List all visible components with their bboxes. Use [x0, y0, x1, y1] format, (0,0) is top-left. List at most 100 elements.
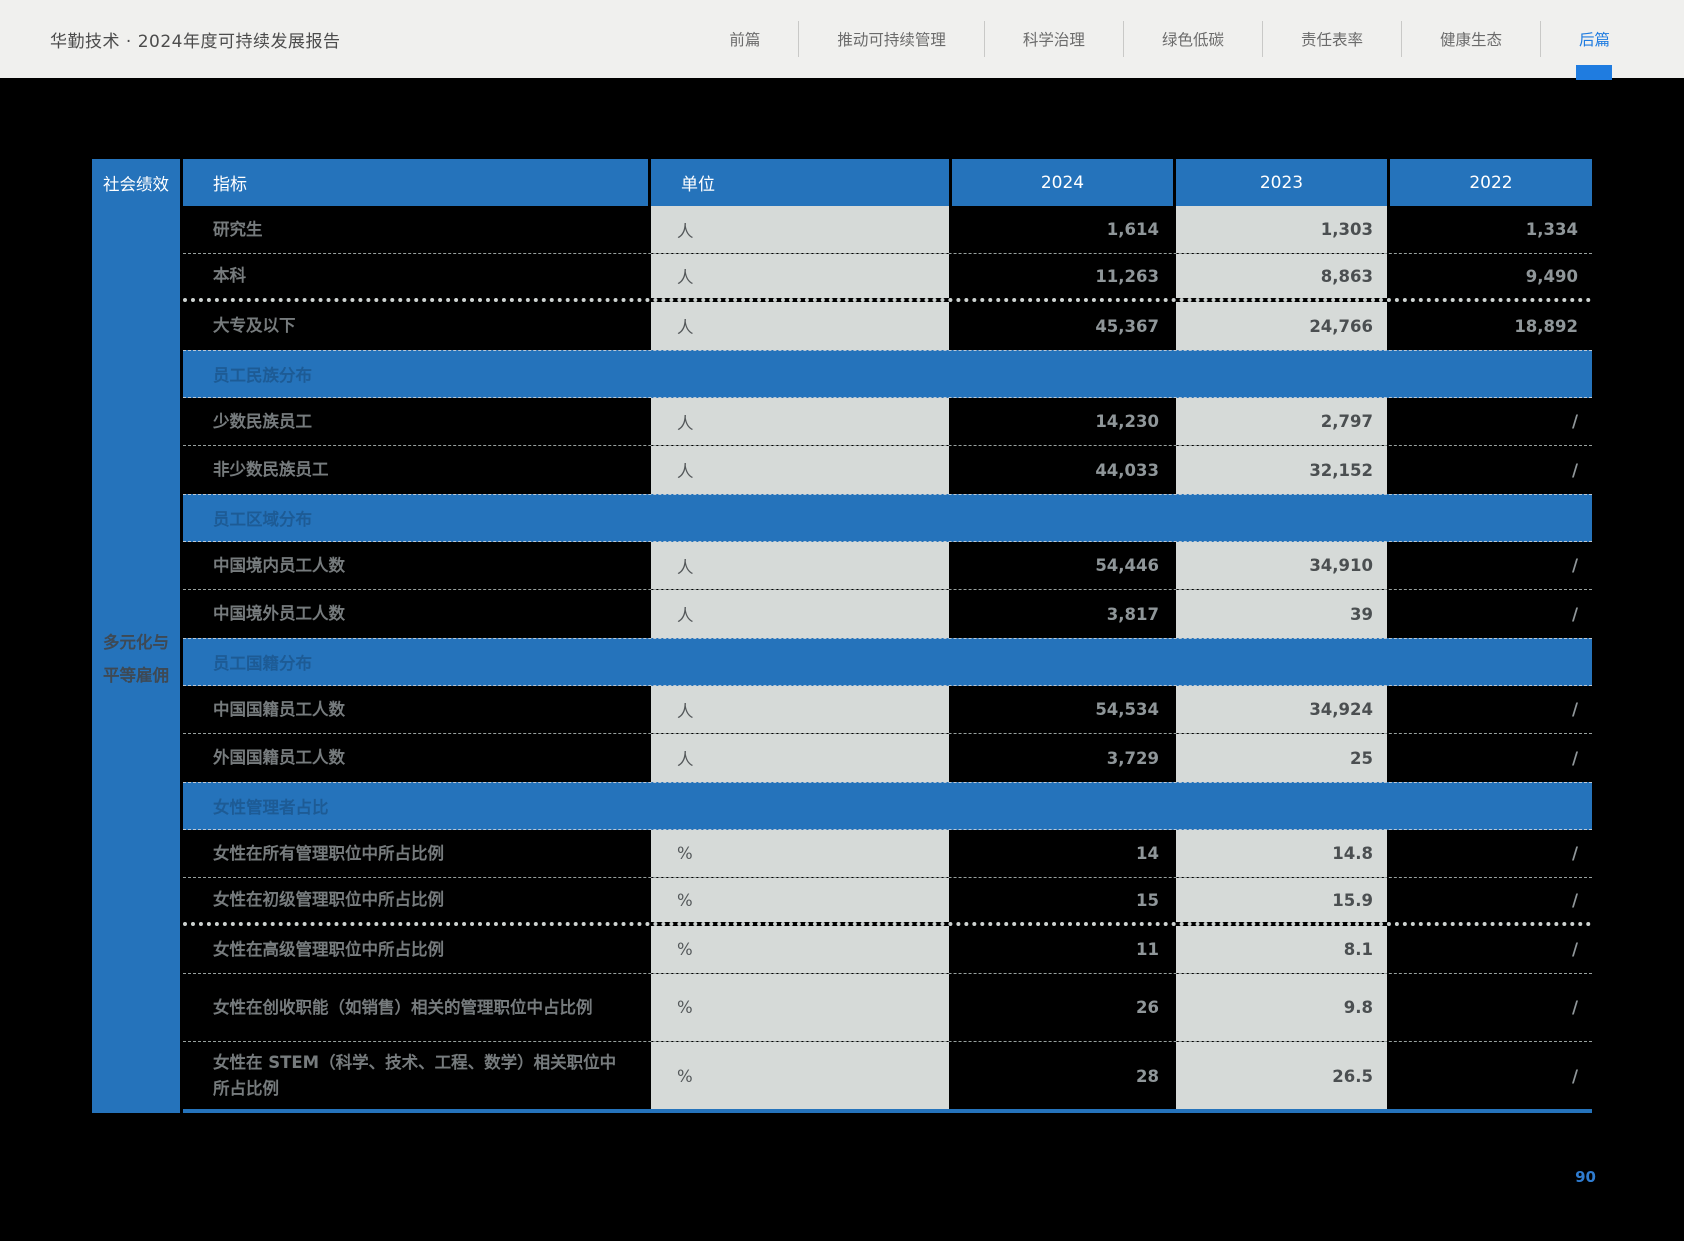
nav-item-4[interactable]: 责任表率 — [1300, 31, 1363, 49]
section-header-label: 员工民族分布 — [213, 366, 312, 385]
unit-cell: 人 — [651, 686, 949, 733]
section-header-label: 女性管理者占比 — [213, 798, 329, 817]
indicator-cell: 女性在创收职能（如销售）相关的管理职位中占比例 — [183, 974, 648, 1041]
table-row: 女性在高级管理职位中所占比例% 11 8.1/ — [183, 926, 1592, 974]
nav-item-0[interactable]: 前篇 — [729, 31, 761, 49]
value-2022-cell: 1,334 — [1390, 206, 1592, 253]
value-2022-cell: / — [1390, 974, 1592, 1041]
table-row: 研究生人 1,614 1,303 1,334 — [183, 206, 1592, 254]
column-header-2023: 2023 — [1176, 159, 1387, 206]
nav-divider — [1261, 21, 1263, 57]
value-2023-cell: 2,797 — [1176, 398, 1387, 445]
value-2024-cell: 44,033 — [952, 446, 1173, 494]
table-row: 非少数民族员工人 44,033 32,152/ — [183, 446, 1592, 494]
table-row: 中国境内员工人数人 54,446 34,910/ — [183, 542, 1592, 590]
value-2023-cell: 34,924 — [1176, 686, 1387, 733]
value-2023-cell: 1,303 — [1176, 206, 1387, 253]
value-2022-cell: / — [1390, 686, 1592, 733]
column-header-unit: 单位 — [651, 159, 949, 206]
value-2023-cell: 8.1 — [1176, 926, 1387, 973]
active-tab-indicator — [1576, 65, 1613, 80]
table-row: 大专及以下人 45,367 24,766 18,892 — [183, 302, 1592, 350]
nav-item-3[interactable]: 绿色低碳 — [1161, 31, 1224, 49]
category-label-line2: 平等雇佣 — [103, 665, 169, 685]
value-2023-cell: 34,910 — [1176, 542, 1387, 589]
unit-cell: % — [651, 878, 949, 922]
value-2023-cell: 24,766 — [1176, 302, 1387, 350]
indicator-cell: 大专及以下 — [183, 302, 648, 350]
value-2023-cell: 14.8 — [1176, 830, 1387, 877]
indicator-cell: 外国国籍员工人数 — [183, 734, 648, 782]
indicator-cell: 少数民族员工 — [183, 398, 648, 445]
category-label-line1: 多元化与 — [103, 633, 169, 653]
value-2024-cell: 3,729 — [952, 734, 1173, 782]
value-2023-cell: 9.8 — [1176, 974, 1387, 1041]
value-2023-cell: 39 — [1176, 590, 1387, 638]
unit-cell: 人 — [651, 206, 949, 253]
nav-item-6[interactable]: 后篇 — [1541, 0, 1648, 80]
value-2022-cell: / — [1390, 830, 1592, 877]
top-navigation-bar: 华勤技术 · 2024年度可持续发展报告 前篇 推动可持续管理 科学治理 绿色低碳 责任… — [0, 0, 1684, 80]
section-header-label: 员工区域分布 — [213, 510, 312, 529]
indicator-cell: 中国境内员工人数 — [183, 542, 648, 589]
unit-cell: % — [651, 830, 949, 877]
unit-cell: 人 — [651, 302, 949, 350]
value-2024-cell: 26 — [952, 974, 1173, 1041]
nav-divider — [1122, 21, 1124, 57]
nav-item-2[interactable]: 科学治理 — [1022, 31, 1085, 49]
value-2022-cell: / — [1390, 1042, 1592, 1110]
table-row: 女性在 STEM（科学、技术、工程、数学）相关职位中所占比例% 28 26.5/ — [183, 1042, 1592, 1110]
value-2022-cell: 9,490 — [1390, 254, 1592, 298]
indicator-cell: 女性在高级管理职位中所占比例 — [183, 926, 648, 973]
unit-cell: 人 — [651, 398, 949, 445]
indicator-cell: 女性在所有管理职位中所占比例 — [183, 830, 648, 877]
section-nav: 前篇 推动可持续管理 科学治理 绿色低碳 责任表率 健康生态 后篇 — [691, 0, 1648, 80]
value-2022-cell: / — [1390, 878, 1592, 922]
value-2022-cell: / — [1390, 734, 1592, 782]
value-2024-cell: 15 — [952, 878, 1173, 922]
table-row: 女性在创收职能（如销售）相关的管理职位中占比例% 26 9.8/ — [183, 974, 1592, 1042]
value-2024-cell: 45,367 — [952, 302, 1173, 350]
column-header-indicator: 指标 — [183, 159, 648, 206]
unit-cell: 人 — [651, 254, 949, 298]
value-2022-cell: / — [1390, 542, 1592, 589]
nav-divider — [1400, 21, 1402, 57]
report-title: 华勤技术 · 2024年度可持续发展报告 — [50, 31, 341, 52]
unit-cell: % — [651, 1042, 949, 1110]
page-number: 90 — [1575, 1168, 1596, 1186]
section-header-label: 员工国籍分布 — [213, 654, 312, 673]
value-2024-cell: 28 — [952, 1042, 1173, 1110]
section-header-row: 员工国籍分布 — [183, 638, 1592, 686]
indicator-cell: 非少数民族员工 — [183, 446, 648, 494]
unit-cell: 人 — [651, 542, 949, 589]
nav-divider — [1539, 21, 1541, 57]
value-2024-cell: 14 — [952, 830, 1173, 877]
nav-item-1[interactable]: 推动可持续管理 — [837, 31, 946, 49]
table-bottom-border — [183, 1109, 1592, 1113]
table-row: 少数民族员工人 14,230 2,797/ — [183, 398, 1592, 446]
table-row: 女性在所有管理职位中所占比例% 14 14.8/ — [183, 830, 1592, 878]
nav-item-5[interactable]: 健康生态 — [1439, 31, 1502, 49]
value-2023-cell: 26.5 — [1176, 1042, 1387, 1110]
value-2022-cell: / — [1390, 446, 1592, 494]
value-2023-cell: 8,863 — [1176, 254, 1387, 298]
table-header-row: 指标 单位 2024 2023 2022 — [183, 159, 1592, 206]
nav-divider — [983, 21, 985, 57]
section-header-row: 女性管理者占比 — [183, 782, 1592, 830]
table-row: 中国国籍员工人数人 54,534 34,924/ — [183, 686, 1592, 734]
value-2024-cell: 11 — [952, 926, 1173, 973]
value-2023-cell: 32,152 — [1176, 446, 1387, 494]
unit-cell: % — [651, 974, 949, 1041]
value-2024-cell: 54,534 — [952, 686, 1173, 733]
table-row: 本科人 11,263 8,863 9,490 — [183, 254, 1592, 302]
category-sidebar: 多元化与 平等雇佣 — [92, 206, 180, 1113]
column-header-2022: 2022 — [1390, 159, 1592, 206]
value-2022-cell: / — [1390, 398, 1592, 445]
value-2024-cell: 54,446 — [952, 542, 1173, 589]
table-corner-label: 社会绩效 — [92, 159, 180, 206]
unit-cell: 人 — [651, 590, 949, 638]
value-2024-cell: 3,817 — [952, 590, 1173, 638]
value-2023-cell: 15.9 — [1176, 878, 1387, 922]
column-header-2024: 2024 — [952, 159, 1173, 206]
